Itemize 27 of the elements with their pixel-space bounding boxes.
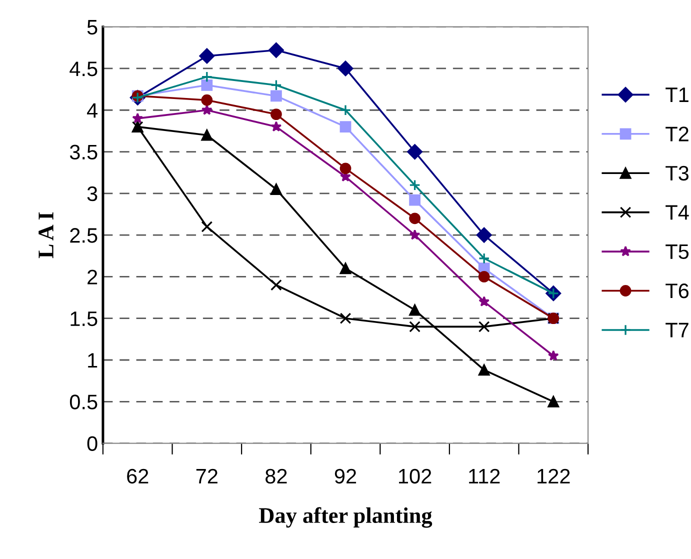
legend-label: T1 [666,88,688,102]
y-tick-label: 3.5 [70,144,98,160]
y-tick-label: 1 [88,353,98,368]
y-tick-label: 3 [87,186,98,202]
legend-label: T4 [666,205,689,220]
x-tick-label: 122 [538,468,570,484]
y-tick-label: 1.5 [70,312,98,326]
x-axis-title: Day after planting [259,507,432,528]
y-tick-label: 4 [86,103,98,118]
y-tick-label: 0 [87,436,98,452]
y-tick-label: 5 [87,20,98,35]
x-tick-label: 82 [266,468,287,484]
legend-label: T2 [666,126,688,142]
y-tick-label: 0.5 [70,394,98,410]
x-tick-label: 102 [399,468,432,484]
x-tick-label: 112 [469,468,500,484]
y-tick-label: 2.5 [70,228,98,243]
legend-label: T3 [666,166,689,181]
x-tick-label: 72 [196,468,218,484]
y-axis-title: L A I [38,212,54,258]
legend-label: T5 [666,244,689,260]
legend-label: T7 [666,322,688,338]
y-tick-label: 2 [88,270,98,284]
x-tick-label: 62 [127,468,148,484]
legend-label: T6 [666,284,689,298]
y-tick-label: 4.5 [70,62,98,76]
x-tick-label: 92 [334,468,356,484]
